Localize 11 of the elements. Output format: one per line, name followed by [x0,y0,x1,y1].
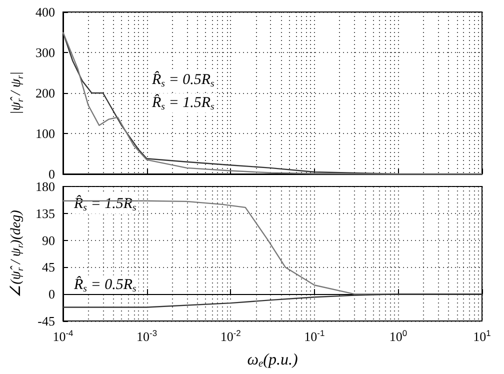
y-tick-label: 90 [42,232,55,248]
y-tick-label: 0 [48,286,55,302]
y-tick-label: 135 [36,206,55,221]
y-tick-label: 45 [42,260,55,275]
y-tick-label: 100 [36,126,55,141]
y-tick-label: 400 [36,4,55,20]
y-tick-label: 180 [36,179,55,194]
y-tick-label: 300 [36,45,55,60]
y-tick-label: 0 [48,166,55,182]
y-tick-label: -45 [38,314,55,328]
y-tick-label: 200 [36,86,55,100]
